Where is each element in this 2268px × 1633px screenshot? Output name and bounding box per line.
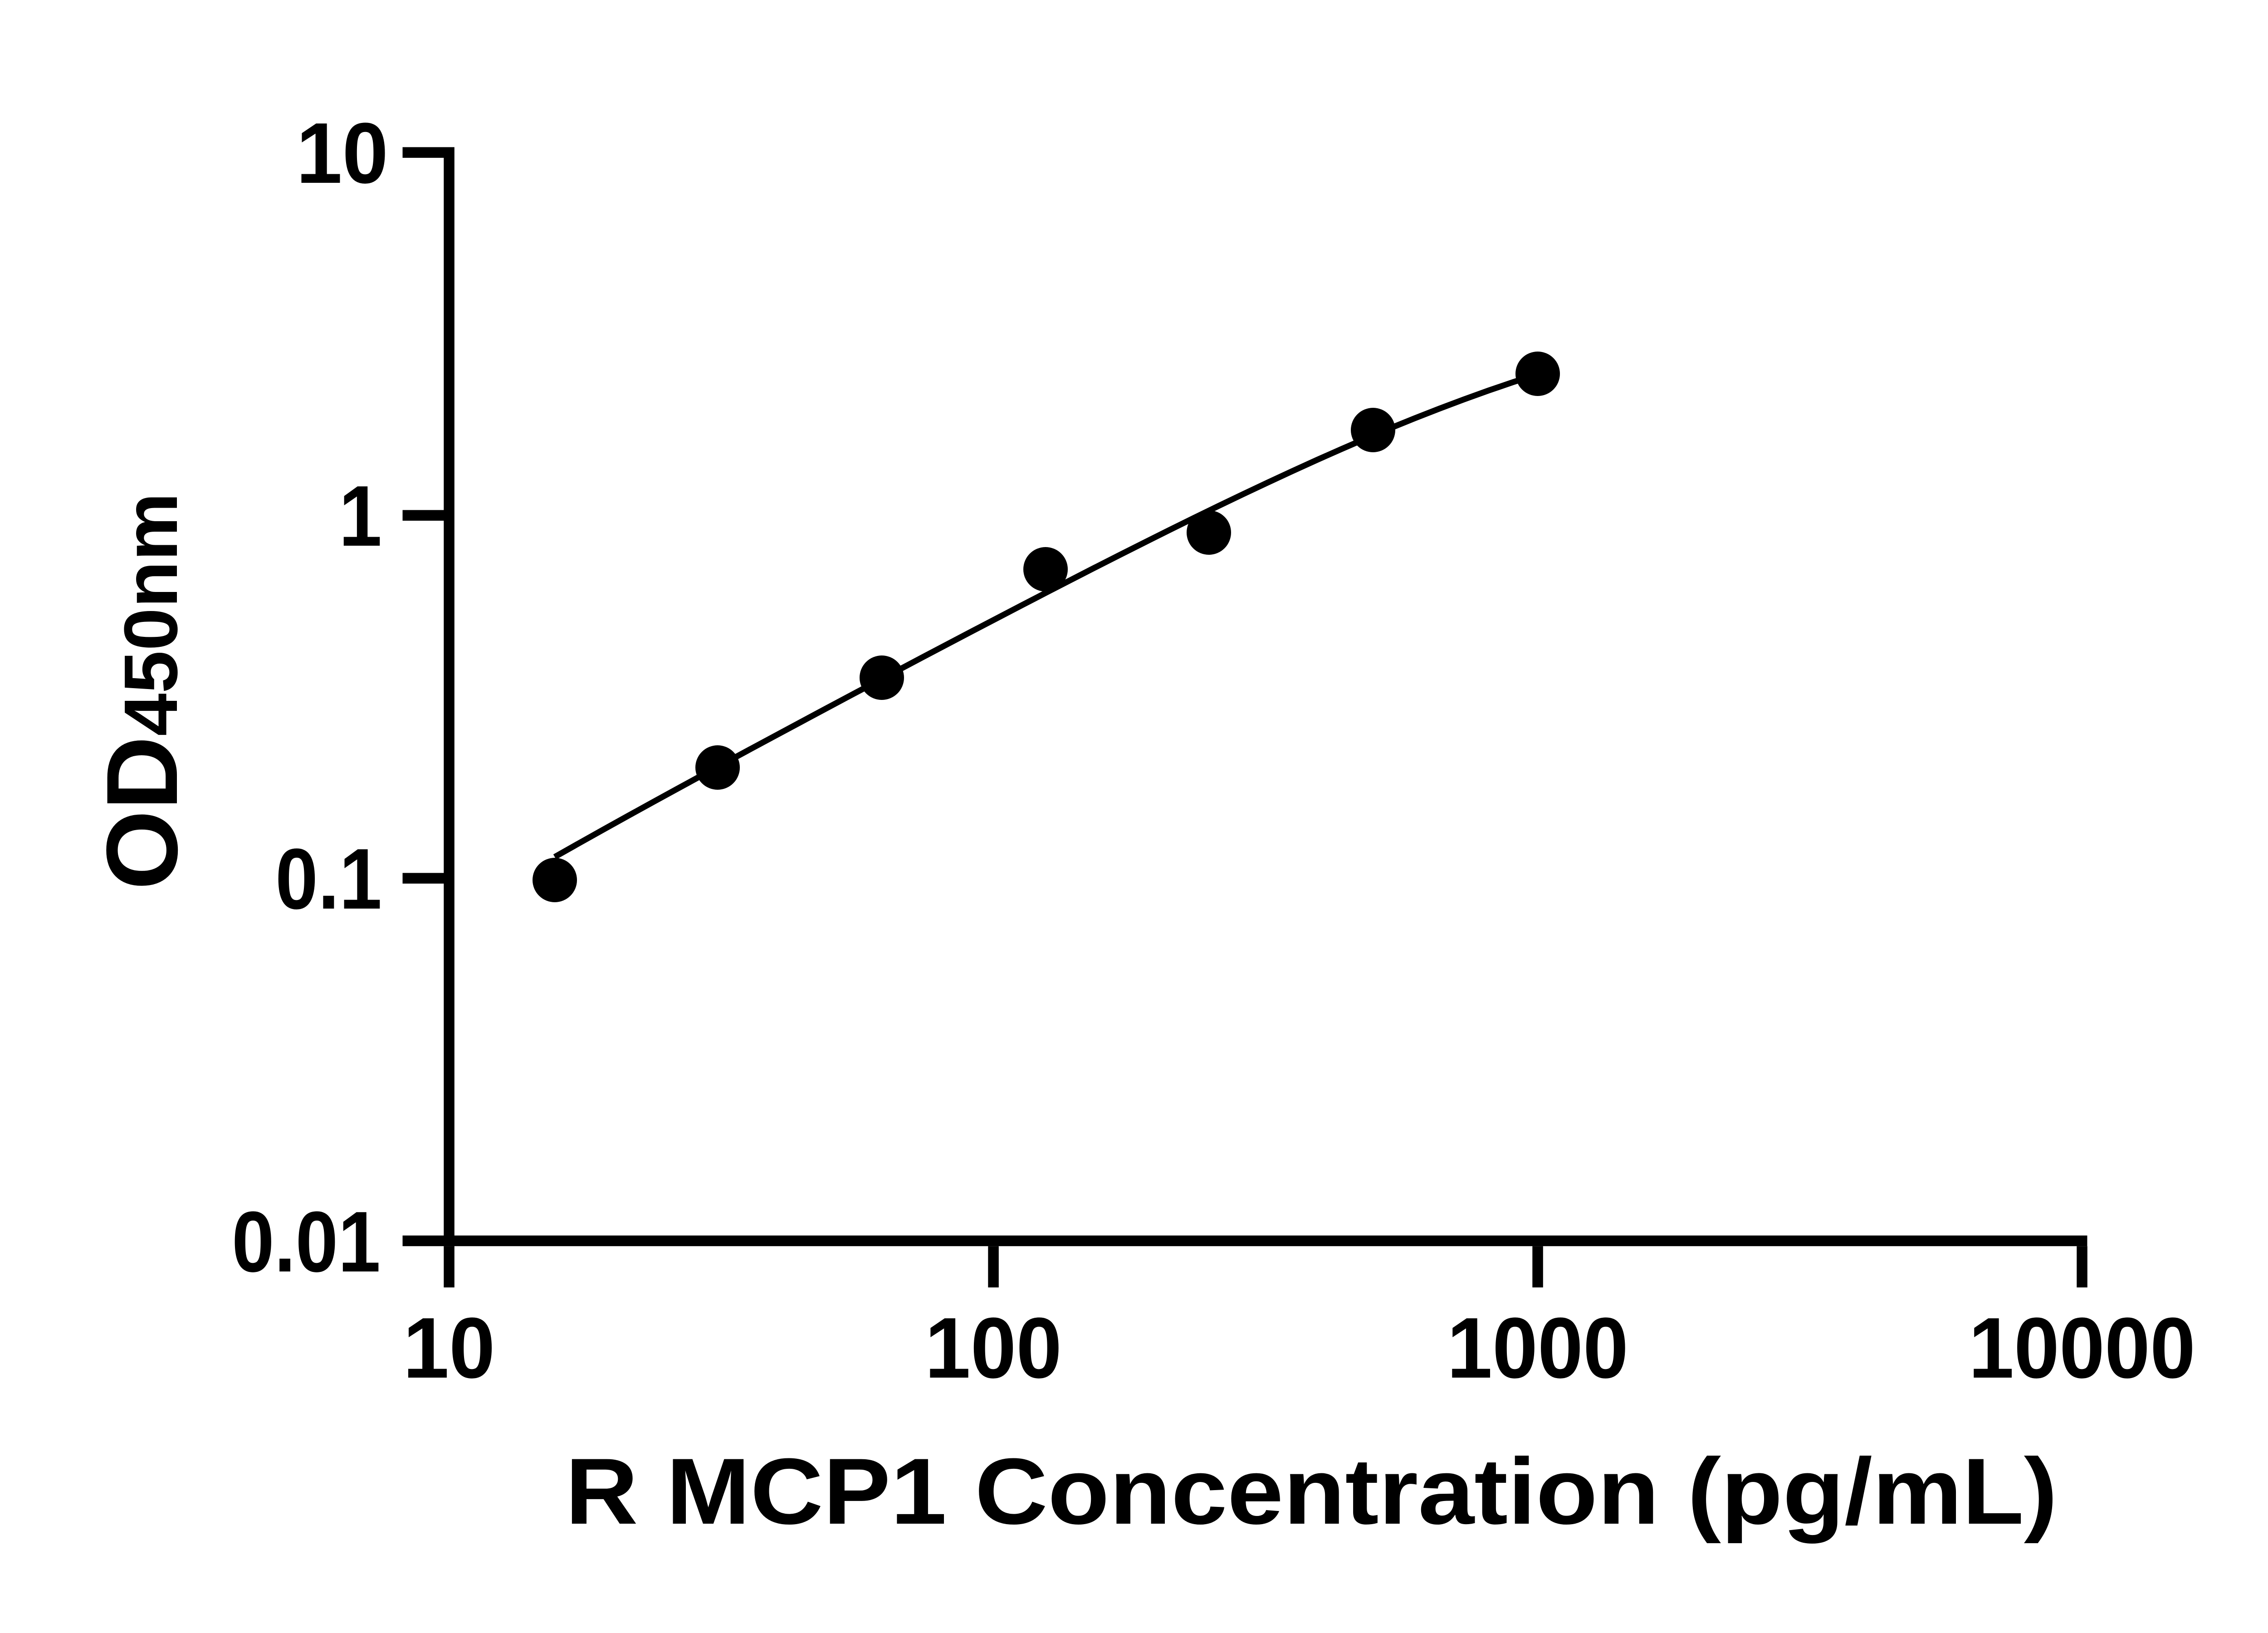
svg-text:100: 100 (925, 1300, 1062, 1396)
svg-text:10: 10 (403, 1300, 495, 1396)
svg-text:0.1: 0.1 (275, 831, 382, 927)
svg-text:1: 1 (339, 468, 382, 564)
svg-text:10: 10 (296, 105, 388, 201)
svg-text:10000: 10000 (1969, 1300, 2195, 1396)
svg-text:OD450nm: OD450nm (86, 493, 199, 890)
svg-text:0.01: 0.01 (232, 1194, 381, 1290)
svg-text:1000: 1000 (1447, 1300, 1628, 1396)
svg-text:R MCP1 Concentration (pg/mL): R MCP1 Concentration (pg/mL) (565, 1439, 2058, 1544)
